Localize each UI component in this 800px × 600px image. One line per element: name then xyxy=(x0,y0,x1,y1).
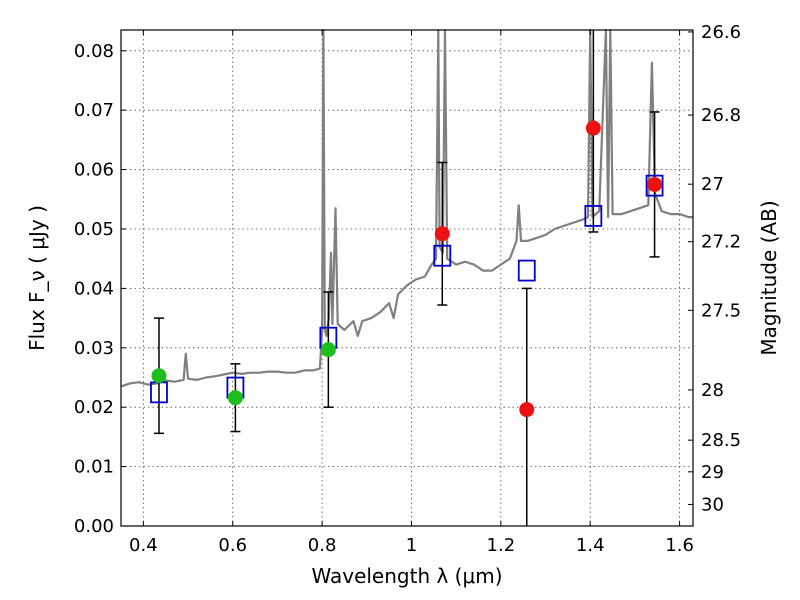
y-axis-label: Flux F_ν ( μJy ) xyxy=(25,205,49,351)
x-tick-label: 1.4 xyxy=(576,535,605,556)
x-tick-label: 0.6 xyxy=(218,535,247,556)
right-tick-label: 27.5 xyxy=(701,300,741,321)
y-tick-label: 0.06 xyxy=(74,160,114,181)
model-photometry-squares xyxy=(150,174,664,404)
y-tick-label: 0.07 xyxy=(74,100,114,121)
right-tick-label: 30 xyxy=(701,494,724,515)
right-tick-label: 28 xyxy=(701,380,724,401)
model-photometry-square xyxy=(433,244,452,267)
x-axis-ticks: 0.4 0.6 0.8 1 1.2 1.4 1.6 xyxy=(129,30,694,556)
x-tick-label: 1.2 xyxy=(487,535,516,556)
observed-photometry-point xyxy=(647,176,663,192)
right-axis-label: Magnitude (AB) xyxy=(757,200,781,355)
observed-photometry-point xyxy=(151,368,167,384)
right-tick-label: 28.5 xyxy=(701,430,741,451)
error-bars xyxy=(153,30,660,526)
right-tick-label: 29 xyxy=(701,462,724,483)
observed-photometry-point xyxy=(519,402,535,418)
observed-photometry-point xyxy=(434,226,450,242)
y-tick-label: 0.08 xyxy=(74,41,114,62)
right-tick-label: 27 xyxy=(701,174,724,195)
x-tick-label: 0.4 xyxy=(129,535,158,556)
y-tick-label: 0.04 xyxy=(74,278,114,299)
model-photometry-square xyxy=(645,174,664,197)
y-axis-ticks: 0.00 0.01 0.02 0.03 0.04 0.05 0.06 0.07 0.08 xyxy=(74,41,126,537)
y-tick-label: 0.00 xyxy=(74,516,114,537)
model-photometry-square xyxy=(584,205,603,227)
model-photometry-square xyxy=(517,259,536,282)
right-tick-label: 26.6 xyxy=(701,22,741,43)
model-spectrum xyxy=(120,28,693,388)
x-tick-label: 1.6 xyxy=(665,535,694,556)
y-tick-label: 0.05 xyxy=(74,219,114,240)
x-tick-label: 1 xyxy=(406,535,417,556)
x-tick-label: 0.8 xyxy=(308,535,337,556)
observed-photometry-points xyxy=(151,120,663,418)
x-axis-label: Wavelength λ (μm) xyxy=(311,564,502,588)
right-tick-label: 26.8 xyxy=(701,105,741,126)
observed-photometry-point xyxy=(585,120,601,136)
spectrum-line xyxy=(120,28,693,388)
observed-photometry-point xyxy=(227,390,243,406)
right-tick-label: 27.2 xyxy=(701,232,741,253)
observed-photometry-point xyxy=(320,342,336,358)
y-tick-label: 0.01 xyxy=(74,457,114,478)
plot-frame xyxy=(120,29,694,527)
y-tick-label: 0.02 xyxy=(74,397,114,418)
right-magnitude-axis-ticks: 26.6 26.8 27 27.2 27.5 28 28.5 29 30 xyxy=(688,22,741,515)
y-tick-label: 0.03 xyxy=(74,338,114,359)
